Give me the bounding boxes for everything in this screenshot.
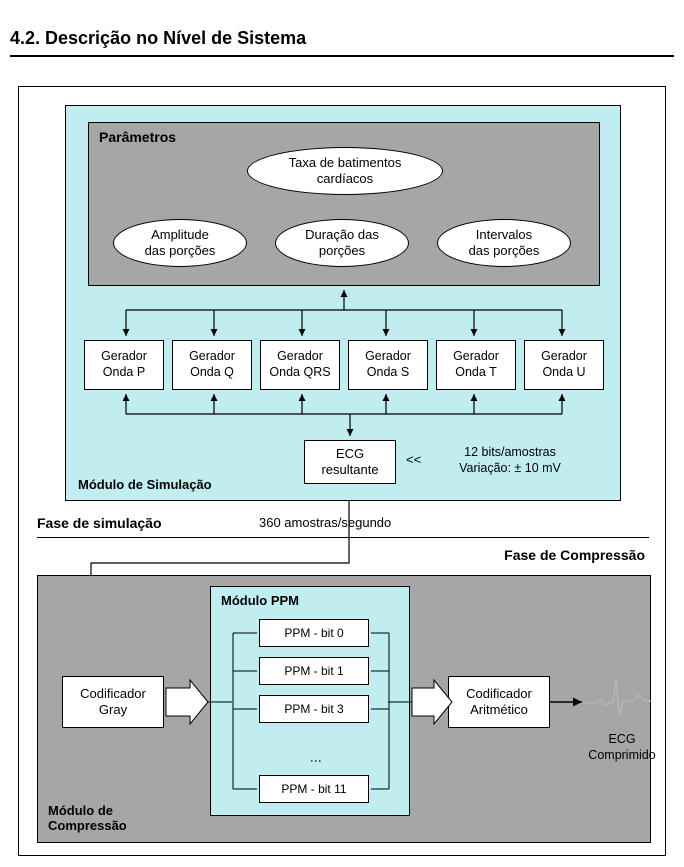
gen-p: GeradorOnda P (84, 340, 164, 390)
ellipse-intervals-text: Intervalosdas porções (469, 227, 540, 258)
section-title: 4.2. Descrição no Nível de Sistema (10, 28, 674, 57)
ellipse-amplitude: Amplitudedas porções (113, 219, 247, 267)
simulation-module: Módulo de Simulação Parâmetros Taxa de b… (65, 105, 621, 501)
ellipse-duration-text: Duração dasporções (305, 227, 379, 258)
gen-u: GeradorOnda U (524, 340, 604, 390)
annot-line2: Variação: ± 10 mV (459, 461, 561, 475)
phase-compression-label: Fase de Compressão (504, 547, 645, 563)
ellipse-duration: Duração dasporções (275, 219, 409, 267)
ppm-module-label: Módulo PPM (221, 593, 299, 608)
ppm-bit-1: PPM - bit 1 (259, 657, 369, 685)
parameters-label: Parâmetros (99, 129, 176, 145)
ellipse-heartrate-text: Taxa de batimentoscardíacos (289, 155, 402, 186)
gen-qrs: GeradorOnda QRS (260, 340, 340, 390)
ppm-bit-3: PPM - bit 3 (259, 695, 369, 723)
ecg-wave-icon (583, 671, 653, 721)
phase-divider (37, 537, 649, 538)
compression-module: Módulo deCompressão CodificadorGray Módu… (37, 575, 651, 843)
arithmetic-encoder-box: CodificadorAritmético (448, 676, 550, 728)
compression-module-label: Módulo deCompressão (48, 803, 127, 834)
samples-label: 360 amostras/segundo (259, 515, 391, 530)
ecg-annotation: << 12 bits/amostras Variação: ± 10 mV (420, 444, 600, 477)
gray-encoder-box: CodificadorGray (62, 676, 164, 728)
ecg-out-label: ECGComprimido (582, 732, 662, 763)
phase-simulation-label: Fase de simulação (37, 515, 162, 531)
generator-row: GeradorOnda P GeradorOnda Q GeradorOnda … (84, 340, 604, 390)
gen-t: GeradorOnda T (436, 340, 516, 390)
parameters-box: Parâmetros Taxa de batimentoscardíacos A… (88, 122, 600, 286)
ppm-bit-0: PPM - bit 0 (259, 619, 369, 647)
gen-q: GeradorOnda Q (172, 340, 252, 390)
ppm-bit-11: PPM - bit 11 (259, 775, 369, 803)
ppm-ellipsis: ⋮ (309, 755, 323, 773)
annot-symbol: << (406, 452, 421, 469)
gen-s: GeradorOnda S (348, 340, 428, 390)
ellipse-amplitude-text: Amplitudedas porções (145, 227, 216, 258)
ecg-result-box: ECGresultante (304, 440, 396, 484)
outer-frame: Módulo de Simulação Parâmetros Taxa de b… (18, 86, 666, 856)
ellipse-heartrate: Taxa de batimentoscardíacos (247, 147, 443, 195)
annot-line1: 12 bits/amostras (464, 445, 556, 459)
simulation-module-label: Módulo de Simulação (78, 477, 212, 492)
ppm-module: Módulo PPM PPM - bit 0 PPM - bit 1 PPM -… (210, 586, 410, 816)
ellipse-intervals: Intervalosdas porções (437, 219, 571, 267)
